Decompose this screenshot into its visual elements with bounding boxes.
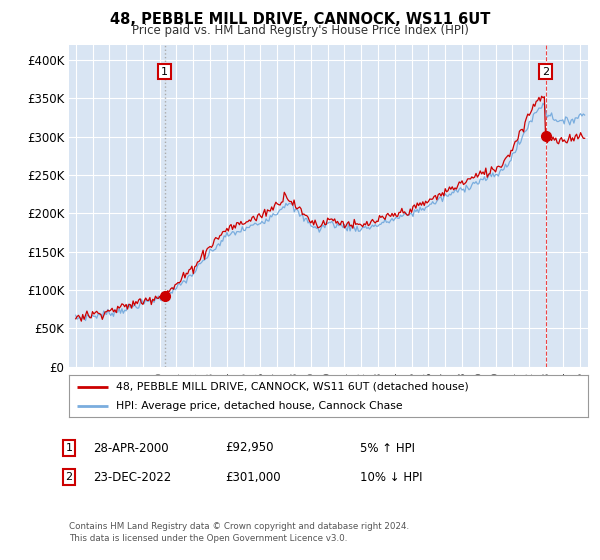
Text: HPI: Average price, detached house, Cannock Chase: HPI: Average price, detached house, Cann…: [116, 402, 403, 411]
Text: 28-APR-2000: 28-APR-2000: [93, 441, 169, 455]
Text: 23-DEC-2022: 23-DEC-2022: [93, 470, 171, 484]
Text: Price paid vs. HM Land Registry's House Price Index (HPI): Price paid vs. HM Land Registry's House …: [131, 24, 469, 36]
Text: 1: 1: [161, 67, 168, 77]
Text: 1: 1: [65, 443, 73, 453]
Text: £301,000: £301,000: [225, 470, 281, 484]
Text: 10% ↓ HPI: 10% ↓ HPI: [360, 470, 422, 484]
Text: This data is licensed under the Open Government Licence v3.0.: This data is licensed under the Open Gov…: [69, 534, 347, 543]
Text: £92,950: £92,950: [225, 441, 274, 455]
Text: Contains HM Land Registry data © Crown copyright and database right 2024.: Contains HM Land Registry data © Crown c…: [69, 522, 409, 531]
Text: 48, PEBBLE MILL DRIVE, CANNOCK, WS11 6UT (detached house): 48, PEBBLE MILL DRIVE, CANNOCK, WS11 6UT…: [116, 382, 469, 392]
Text: 2: 2: [542, 67, 549, 77]
Text: 48, PEBBLE MILL DRIVE, CANNOCK, WS11 6UT: 48, PEBBLE MILL DRIVE, CANNOCK, WS11 6UT: [110, 12, 490, 27]
Text: 5% ↑ HPI: 5% ↑ HPI: [360, 441, 415, 455]
Text: 2: 2: [65, 472, 73, 482]
